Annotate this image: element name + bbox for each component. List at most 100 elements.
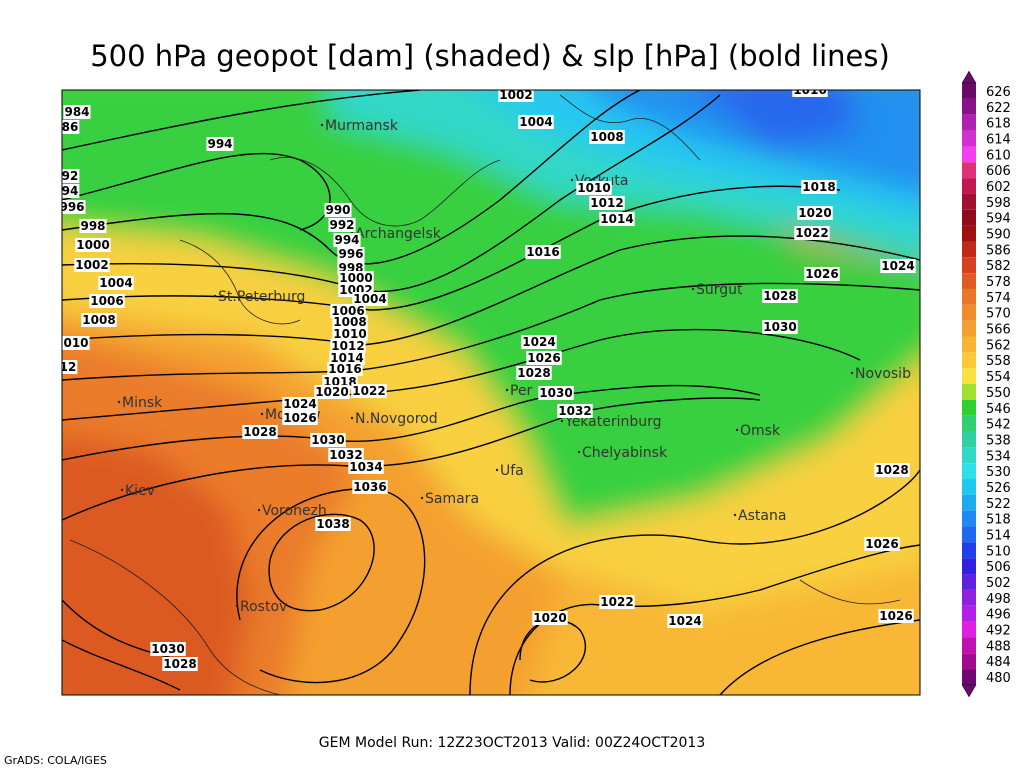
- isobar-label-bg: [599, 595, 635, 609]
- colorbar-label: 610: [986, 148, 1011, 163]
- colorbar-swatch: [962, 526, 976, 543]
- map-frame: [61, 89, 921, 696]
- isobar-label: 1026: [805, 267, 838, 281]
- colorbar-swatch: [962, 130, 976, 147]
- colorbar-label: 496: [986, 608, 1011, 623]
- colorbar-swatch: [962, 621, 976, 638]
- colorbar-swatch: [962, 494, 976, 511]
- colorbar-label: 562: [986, 338, 1011, 353]
- city-dot: [570, 178, 574, 182]
- colorbar-label: 542: [986, 418, 1011, 433]
- colorbar-label: 522: [986, 497, 1011, 512]
- city-dot: [117, 400, 121, 404]
- map-area: MurmanskVorkutaArchangelskSt.PeterburgSu…: [60, 83, 920, 695]
- isobar-label-bg: [333, 233, 361, 247]
- isobar-label: 1020: [798, 206, 831, 220]
- isobar: [62, 639, 181, 691]
- colorbar-label: 492: [986, 623, 1011, 638]
- isobar-label: 1026: [283, 411, 316, 425]
- colorbar-label: 566: [986, 323, 1011, 338]
- isobar-label-bg: [327, 362, 363, 376]
- city-dot: [320, 123, 324, 127]
- isobar-label-bg: [599, 212, 635, 226]
- city-label: Minsk: [122, 395, 163, 411]
- city-dot: [577, 450, 581, 454]
- colorbar-swatch: [962, 463, 976, 480]
- isobar-label: 1028: [243, 425, 276, 439]
- isobar-label-bg: [337, 247, 365, 261]
- isobar-label-bg: [62, 336, 90, 350]
- isobar-label: 1016: [526, 245, 559, 259]
- colorbar-label: 590: [986, 228, 1011, 243]
- colorbar-label: 534: [986, 449, 1011, 464]
- isobar-label: 1008: [82, 313, 115, 327]
- isobar-label: 1014: [330, 351, 363, 365]
- colorbar-label: 602: [986, 180, 1011, 195]
- isobar-label: 1016: [793, 83, 826, 97]
- colorbar-swatch: [962, 542, 976, 559]
- isobar: [62, 90, 421, 151]
- isobar-label-bg: [79, 219, 107, 233]
- isobar-label: 1014: [600, 212, 633, 226]
- shade-yellow: [62, 222, 920, 610]
- isobar-label: 1006: [331, 304, 364, 318]
- isobar-label-bg: [62, 169, 80, 183]
- colorbar-label: 622: [986, 101, 1011, 116]
- isobar: [719, 619, 920, 695]
- isobar: [62, 235, 920, 346]
- colorbar-swatch: [962, 146, 976, 163]
- isobar-label-bg: [63, 105, 91, 119]
- city-label: Samara: [425, 491, 479, 507]
- colorbar-swatch: [962, 178, 976, 194]
- city-label: Surgut: [696, 282, 743, 298]
- colorbar-label: 526: [986, 481, 1011, 496]
- isobar-label-bg: [874, 463, 910, 477]
- isobar-label: 1000: [76, 238, 109, 252]
- colorbar-swatch: [962, 241, 976, 258]
- map-title: 500 hPa geopot [dam] (shaded) & slp [hPa…: [90, 39, 890, 73]
- isobar-label-bg: [538, 386, 574, 400]
- isobar-label: 1028: [875, 463, 908, 477]
- isobar-label-bg: [352, 480, 388, 494]
- isobar: [62, 185, 841, 311]
- city-dot: [691, 287, 695, 291]
- isobar-label: 1012: [331, 339, 364, 353]
- city-label: Voronezh: [262, 503, 327, 519]
- colorbar-swatch: [962, 273, 976, 289]
- isobar-label: 1026: [865, 537, 898, 551]
- isobar-label: 996: [338, 247, 363, 261]
- city-dot: [213, 294, 217, 298]
- isobar-label-bg: [150, 642, 186, 656]
- isobar-label: 1000: [339, 271, 372, 285]
- isobar-label-bg: [348, 460, 384, 474]
- coastline: [269, 157, 501, 227]
- city-label: Astana: [738, 508, 786, 524]
- isobar-label-bg: [242, 425, 278, 439]
- isobar-label-bg: [797, 206, 833, 220]
- city-label: Novosib: [855, 366, 911, 382]
- colorbar-label: 546: [986, 402, 1011, 417]
- colorbar-swatch: [962, 653, 976, 670]
- isobar-label-bg: [576, 181, 612, 195]
- isobar-label-bg: [315, 517, 351, 531]
- isobar-label: 992: [329, 218, 354, 232]
- city-dot: [350, 416, 354, 420]
- isobar: [62, 90, 641, 265]
- colorbar-label: 578: [986, 275, 1011, 290]
- colorbar-swatch: [962, 574, 976, 590]
- isobar-label-bg: [89, 294, 125, 308]
- isobar-label-bg: [526, 351, 562, 365]
- isobar-label: 1028: [163, 657, 196, 671]
- isobar-label: 1024: [283, 397, 316, 411]
- isobar-label-bg: [81, 313, 117, 327]
- isobar-label-bg: [98, 276, 134, 290]
- colorbar-cap-bottom: [961, 684, 977, 698]
- city-label: Archangelsk: [355, 226, 442, 242]
- city-dot: [505, 388, 509, 392]
- isobar-label: 12: [60, 360, 77, 374]
- isobar-label: 1034: [349, 460, 382, 474]
- colorbar-swatch: [962, 605, 976, 622]
- city-dot: [257, 508, 261, 512]
- city-label: Kiev: [125, 483, 155, 499]
- isobar-label: 1018: [802, 180, 835, 194]
